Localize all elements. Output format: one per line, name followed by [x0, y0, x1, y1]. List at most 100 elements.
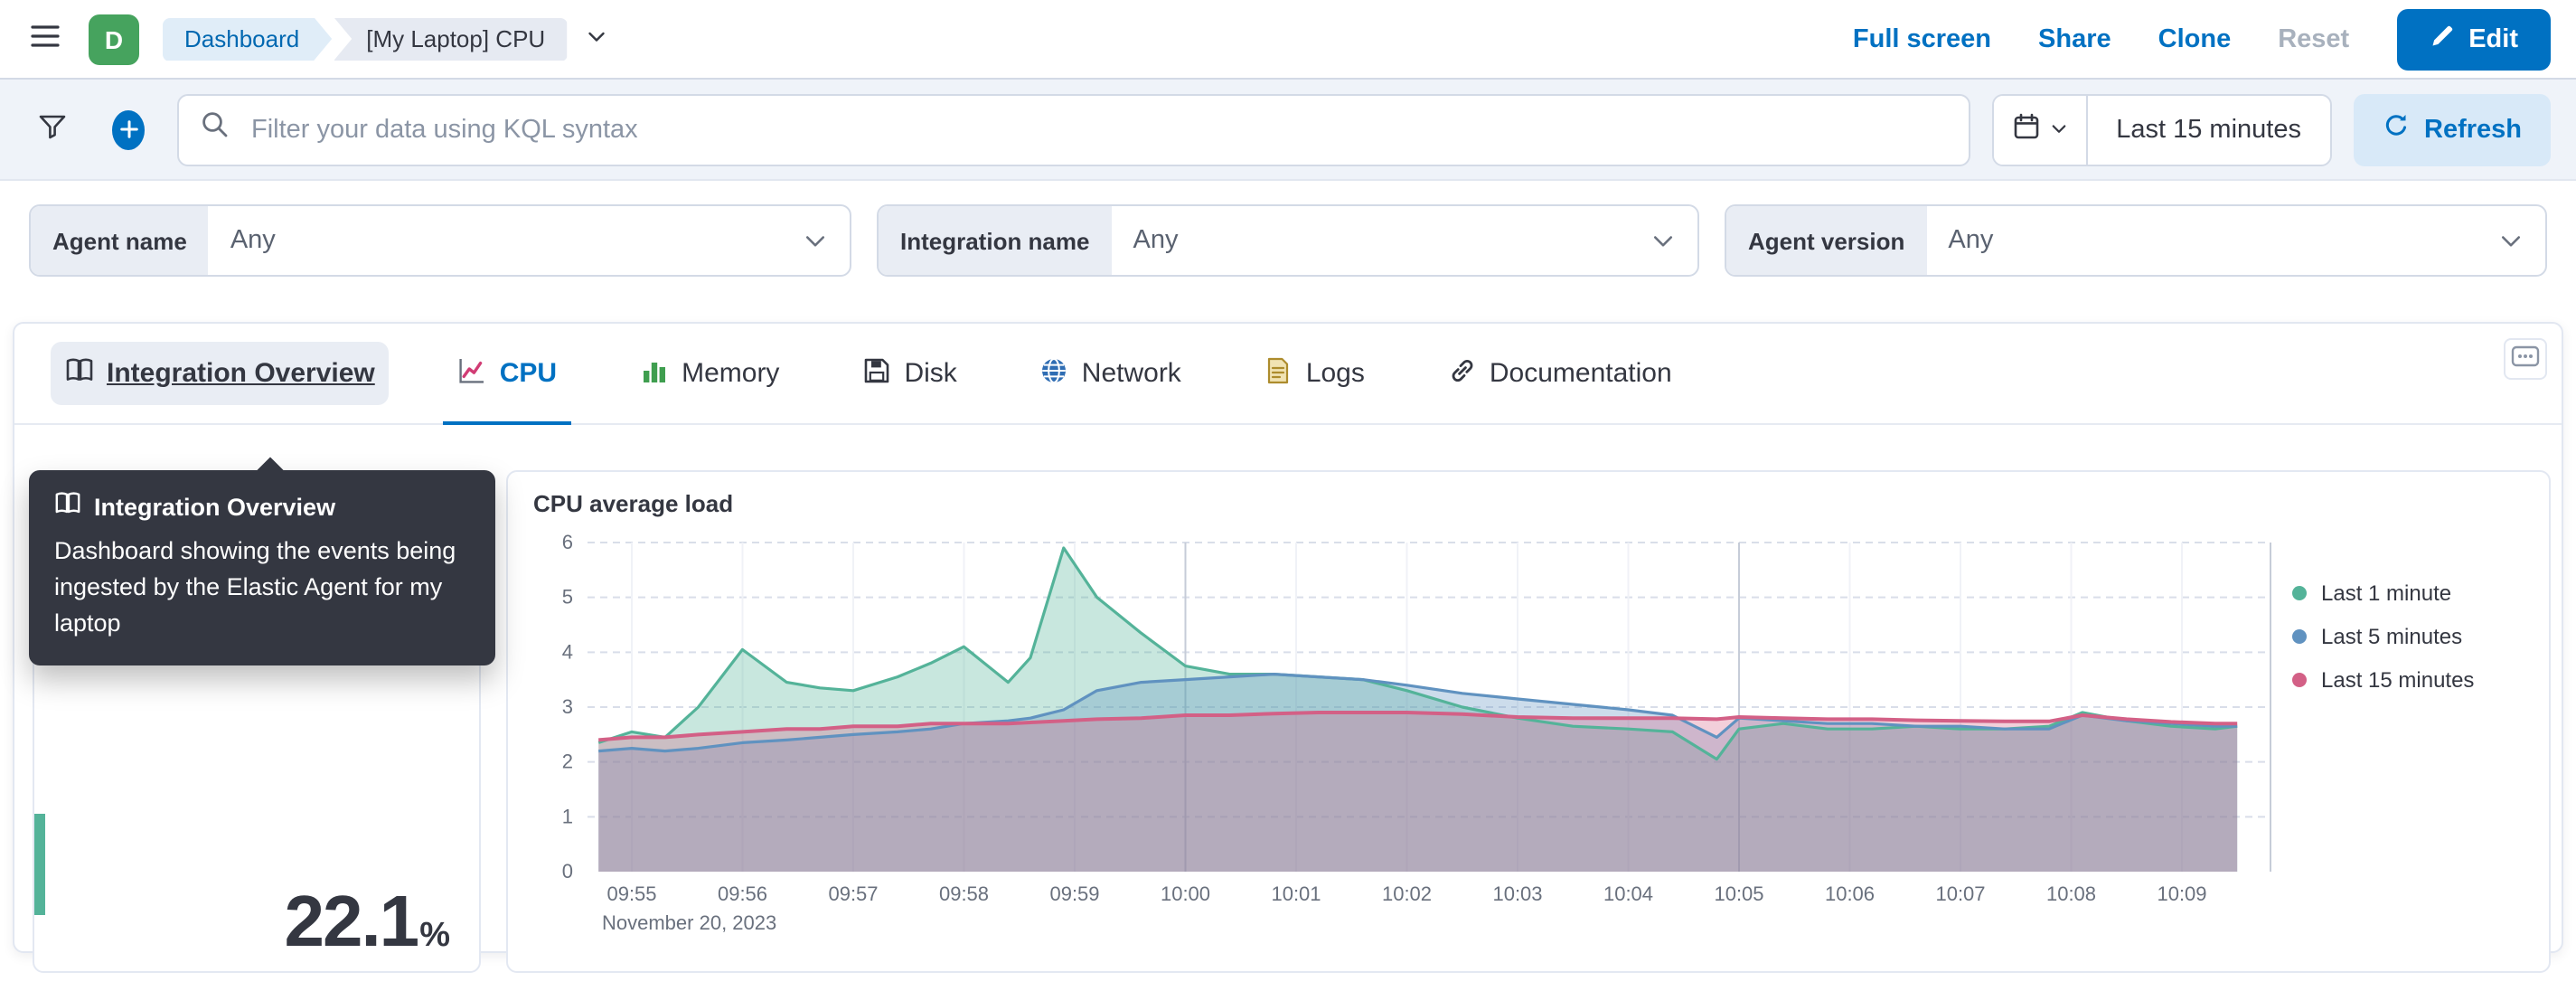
- search-box: [177, 93, 1970, 165]
- tab-memory[interactable]: Memory: [607, 324, 812, 423]
- chevron-down-icon: [2477, 206, 2545, 275]
- calendar-icon: [2011, 112, 2040, 146]
- reset-link[interactable]: Reset: [2278, 24, 2350, 53]
- logs-icon: [1264, 356, 1293, 391]
- integration-overview-tooltip: Integration Overview Dashboard showing t…: [29, 457, 495, 665]
- plus-circle-icon: [112, 109, 145, 149]
- panels-area: 22.1 % CPU average load 0 1 2 3 4 5 6 09:55 09:5…: [14, 425, 2562, 973]
- legend-item[interactable]: Last 1 minute: [2292, 571, 2524, 615]
- control-label: Agent version: [1726, 206, 1927, 275]
- menu-button[interactable]: [25, 18, 65, 60]
- svg-text:10:08: 10:08: [2046, 882, 2096, 905]
- tab-label: Disk: [904, 358, 957, 389]
- svg-text:10:01: 10:01: [1271, 882, 1321, 905]
- chart-title: CPU average load: [533, 490, 734, 517]
- svg-text:3: 3: [562, 695, 573, 718]
- header-left: D Dashboard [My Laptop] CPU: [25, 14, 614, 64]
- disk-icon: [862, 356, 891, 391]
- tab-label: Integration Overview: [107, 358, 375, 389]
- legend-dot-icon: [2292, 629, 2307, 644]
- kql-search-input[interactable]: [248, 113, 1947, 146]
- tab-label: Documentation: [1489, 358, 1672, 389]
- tab-disk[interactable]: Disk: [830, 324, 989, 423]
- svg-text:10:03: 10:03: [1492, 882, 1542, 905]
- svg-text:10:09: 10:09: [2157, 882, 2206, 905]
- svg-text:09:57: 09:57: [828, 882, 878, 905]
- edit-button-label: Edit: [2468, 24, 2518, 53]
- tab-cpu[interactable]: CPU: [426, 324, 589, 425]
- svg-text:10:06: 10:06: [1825, 882, 1875, 905]
- quick-select-button[interactable]: [1993, 95, 2088, 164]
- svg-text:November 20, 2023: November 20, 2023: [602, 911, 776, 934]
- cpu-load-chart[interactable]: 0 1 2 3 4 5 6 09:55 09:56 09:57 09:58 09:59 10:00 10:…: [533, 524, 2285, 951]
- agent-version-control[interactable]: Agent version Any: [1725, 204, 2547, 277]
- metric-number: 22.1: [284, 882, 419, 962]
- svg-text:10:05: 10:05: [1714, 882, 1763, 905]
- link-icon: [1448, 356, 1477, 391]
- bar-chart-icon: [640, 356, 669, 391]
- query-bar: Last 15 minutes Refresh: [0, 80, 2576, 181]
- tooltip-title: Integration Overview: [54, 490, 470, 523]
- refresh-icon: [2383, 112, 2410, 146]
- breadcrumb-dashboard[interactable]: Dashboard: [163, 17, 332, 61]
- tab-label: CPU: [499, 358, 558, 389]
- tooltip-body: Dashboard showing the events being inges…: [54, 537, 456, 637]
- dashboard-main-panel: Integration Overview CPU Memory: [13, 322, 2563, 973]
- legend-dot-icon: [2292, 673, 2307, 687]
- tab-label: Memory: [682, 358, 780, 389]
- svg-text:09:59: 09:59: [1049, 882, 1099, 905]
- filter-controls-row: Agent name Any Integration name Any Agen…: [0, 181, 2576, 300]
- breadcrumb-current[interactable]: [My Laptop] CPU: [334, 17, 568, 61]
- chevron-down-icon: [585, 25, 606, 52]
- agent-name-control[interactable]: Agent name Any: [29, 204, 851, 277]
- full-screen-link[interactable]: Full screen: [1852, 24, 1992, 53]
- svg-text:0: 0: [562, 860, 573, 882]
- space-avatar[interactable]: D: [89, 14, 139, 64]
- book-icon: [54, 490, 81, 523]
- svg-text:10:04: 10:04: [1603, 882, 1653, 905]
- tab-label: Logs: [1305, 358, 1365, 389]
- tab-network[interactable]: Network: [1008, 324, 1214, 423]
- control-value: Any: [1948, 226, 1994, 255]
- share-link[interactable]: Share: [2038, 24, 2111, 53]
- header-actions: Full screen Share Clone Reset Edit: [1853, 8, 2551, 70]
- legend-item[interactable]: Last 5 minutes: [2292, 615, 2524, 658]
- tab-label: Network: [1081, 358, 1181, 389]
- tooltip-title-text: Integration Overview: [94, 493, 336, 520]
- tab-logs[interactable]: Logs: [1232, 324, 1397, 423]
- dashboard-menu-button[interactable]: [578, 22, 614, 56]
- tab-documentation[interactable]: Documentation: [1415, 324, 1705, 423]
- integration-name-control[interactable]: Integration name Any: [877, 204, 1699, 277]
- svg-text:09:55: 09:55: [606, 882, 656, 905]
- refresh-button-label: Refresh: [2424, 115, 2522, 144]
- metric-value: 22.1 %: [284, 882, 450, 964]
- legend-dot-icon: [2292, 586, 2307, 600]
- chevron-down-icon: [781, 206, 850, 275]
- filter-menu-button[interactable]: [25, 97, 80, 162]
- control-label: Integration name: [879, 206, 1112, 275]
- legend-item[interactable]: Last 15 minutes: [2292, 658, 2524, 702]
- dashboard-tabs: Integration Overview CPU Memory: [14, 324, 2562, 425]
- panel-options-button[interactable]: [2504, 338, 2547, 380]
- legend-label: Last 5 minutes: [2321, 624, 2463, 649]
- chevron-down-icon: [2049, 116, 2067, 143]
- legend-label: Last 15 minutes: [2321, 667, 2475, 693]
- refresh-button[interactable]: Refresh: [2354, 93, 2551, 165]
- clone-link[interactable]: Clone: [2158, 24, 2232, 53]
- svg-text:1: 1: [562, 805, 573, 827]
- svg-text:2: 2: [562, 750, 573, 773]
- hamburger-icon: [29, 22, 61, 56]
- pencil-icon: [2429, 23, 2454, 55]
- edit-button[interactable]: Edit: [2396, 8, 2551, 70]
- book-icon: [65, 356, 94, 391]
- svg-text:6: 6: [562, 531, 573, 553]
- line-chart-icon: [458, 356, 487, 391]
- legend-label: Last 1 minute: [2321, 580, 2452, 606]
- add-filter-button[interactable]: [101, 97, 155, 162]
- top-header: D Dashboard [My Laptop] CPU Full screen …: [0, 0, 2576, 80]
- time-range-button[interactable]: Last 15 minutes: [2087, 95, 2330, 164]
- breadcrumb: Dashboard [My Laptop] CPU: [163, 17, 614, 61]
- chart-legend: Last 1 minute Last 5 minutes Last 15 min…: [2292, 571, 2524, 702]
- chevron-down-icon: [1629, 206, 1697, 275]
- tab-integration-overview[interactable]: Integration Overview: [33, 324, 408, 423]
